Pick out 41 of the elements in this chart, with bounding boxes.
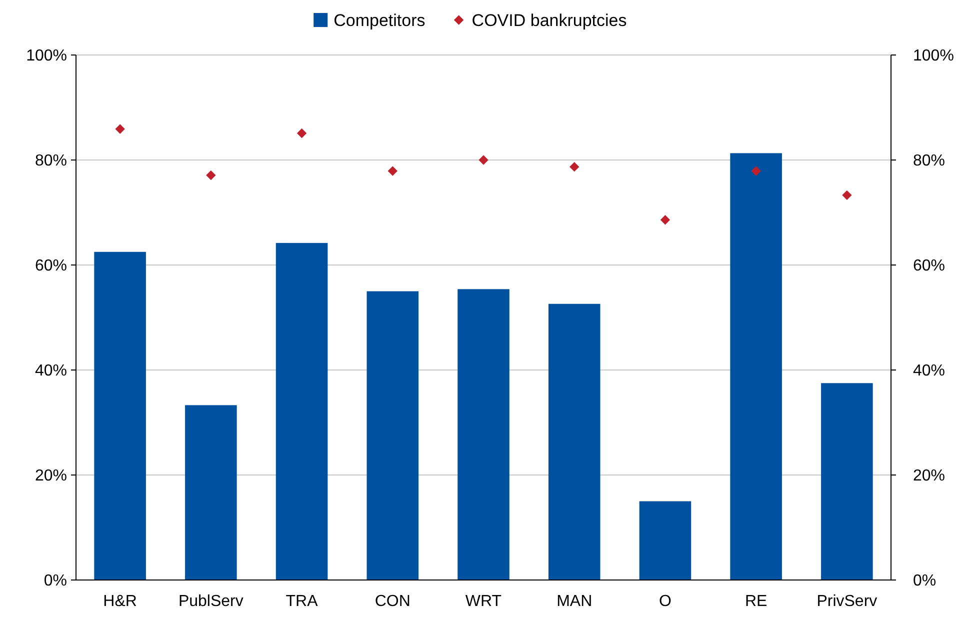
x-tick-label: RE [744,593,768,610]
bar [730,153,782,580]
x-tick-label: WRT [465,593,502,610]
bar [366,291,419,580]
bar [185,405,237,580]
point [206,170,216,180]
y-tick-label: 100% [26,48,67,65]
point [660,215,670,225]
point [115,124,125,134]
y2-tick-label: 0% [913,572,936,590]
y2-tick-label: 80% [913,152,946,170]
x-tick-label: TRA [286,593,318,610]
point [570,162,580,172]
x-tick-label: O [658,593,672,610]
y-tick-label: 40% [34,362,67,380]
bar [276,242,328,580]
point [296,128,307,138]
y2-tick-label: 20% [913,468,946,485]
bar [458,289,510,580]
y-tick-label: 0% [44,572,67,590]
y-tick-label: 60% [34,258,67,275]
point [842,190,852,200]
point [478,155,488,165]
bar [94,252,146,580]
x-tick-label: H&R [103,593,137,610]
x-tick-label: PublServ [178,593,244,610]
y-tick-label: 20% [34,468,67,485]
x-tick-label: PrivServ [816,593,878,610]
point [751,166,761,176]
x-tick-label: MAN [556,593,592,610]
bar [548,304,600,580]
y2-tick-label: 40% [913,362,946,380]
x-tick-label: CON [374,593,410,610]
legend-label: COVID bankruptcies [472,10,627,30]
bar [821,383,873,580]
point [388,166,398,176]
legend-label: Competitors [334,10,426,30]
y2-tick-label: 100% [913,48,954,65]
y-tick-label: 80% [34,152,67,170]
bar [639,501,692,580]
y2-tick-label: 60% [913,258,946,275]
